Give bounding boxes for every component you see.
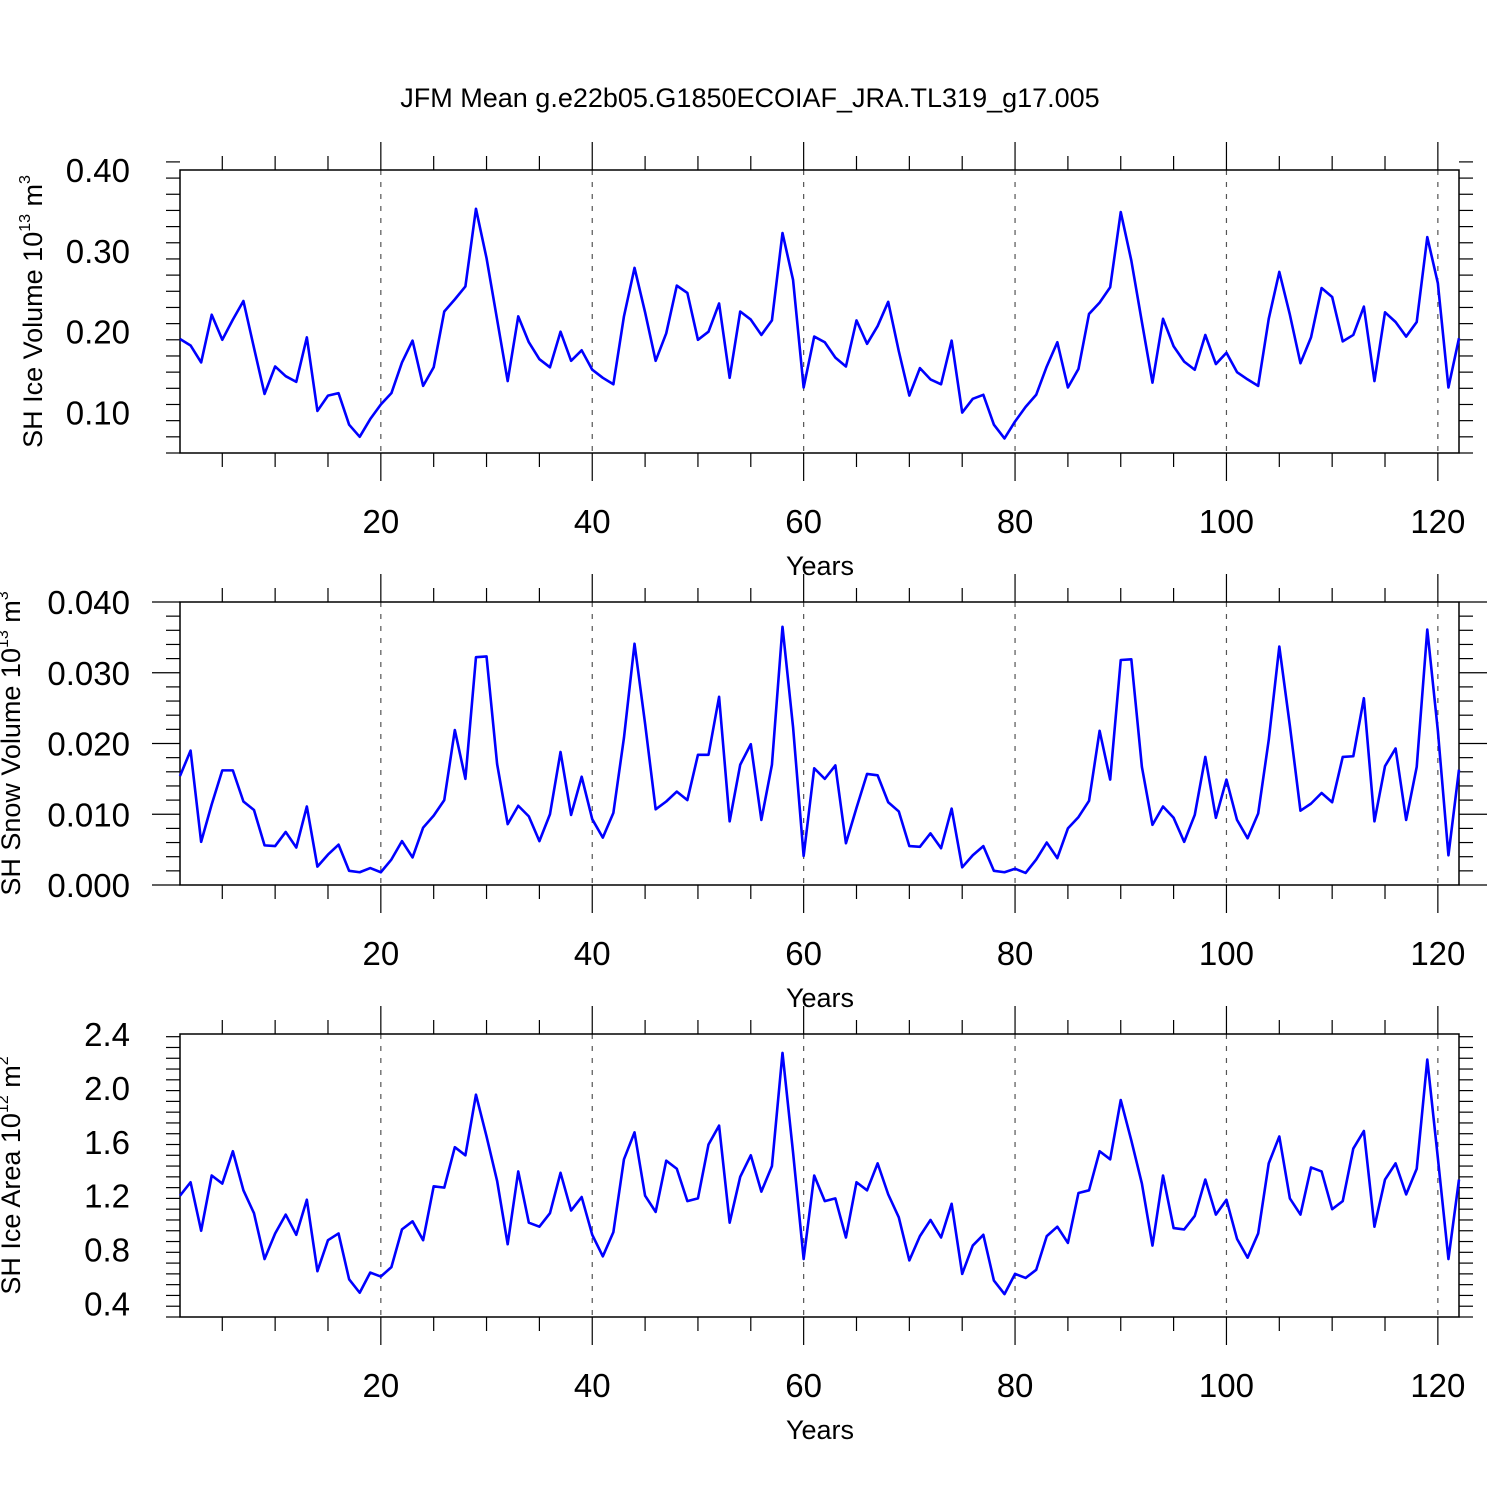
- series-line: [178, 625, 1461, 875]
- x-tick-label: 40: [574, 503, 611, 540]
- x-tick-label: 120: [1410, 503, 1465, 540]
- y-tick-label: 0.20: [66, 314, 130, 351]
- x-tick-label: 80: [997, 935, 1034, 972]
- y-tick-label: 0.040: [47, 584, 130, 621]
- y-tick-label: 0.000: [47, 867, 130, 904]
- panel-snow-volume: 20 40 60 80 100 120 Years 0.000 0.010 0.020 0.030 0…: [0, 574, 1487, 1013]
- x-axis-label: Years: [786, 1415, 854, 1445]
- y-tick-label: 1.2: [84, 1178, 130, 1215]
- x-axis-label: Years: [786, 983, 854, 1013]
- y-axis-label: SH Ice Volume 1013 m3: [17, 175, 48, 448]
- y-tick-label: 0.010: [47, 796, 130, 833]
- y-tick-label: 0.8: [84, 1232, 130, 1269]
- y-tick-label: 2.0: [84, 1070, 130, 1107]
- plot-frame: [179, 1033, 1460, 1318]
- series-line: [178, 1051, 1461, 1296]
- y-tick-label: 0.020: [47, 726, 130, 763]
- figure-title: JFM Mean g.e22b05.G1850ECOIAF_JRA.TL319_…: [400, 83, 1099, 113]
- panel-ice-area: 20 40 60 80 100 120 Years 0.4 0.8 1.2 1.6 2.0 2.4 SH …: [0, 1006, 1473, 1445]
- x-tick-label: 100: [1199, 503, 1254, 540]
- y-tick-label: 2.4: [84, 1016, 130, 1053]
- y-tick-label: 0.030: [47, 655, 130, 692]
- x-axis-label: Years: [786, 551, 854, 581]
- panel-ice-volume: 20 40 60 80 100 120 Years 0.10 0.20 0.30 0.40 SH Ic…: [17, 142, 1473, 581]
- x-tick-label: 40: [574, 1367, 611, 1404]
- x-tick-label: 120: [1410, 1367, 1465, 1404]
- y-tick-label: 0.30: [66, 233, 130, 270]
- y-tick-label: 0.10: [66, 395, 130, 432]
- x-tick-label: 100: [1199, 935, 1254, 972]
- x-tick-label: 60: [785, 503, 822, 540]
- x-tick-label: 20: [362, 503, 399, 540]
- y-tick-label: 0.40: [66, 152, 130, 189]
- x-tick-label: 80: [997, 503, 1034, 540]
- y-axis-label: SH Snow Volume 1013 m3: [0, 591, 26, 895]
- y-tick-label: 1.6: [84, 1124, 130, 1161]
- plot-frame: [179, 169, 1460, 454]
- x-tick-label: 80: [997, 1367, 1034, 1404]
- x-tick-label: 60: [785, 935, 822, 972]
- y-tick-label: 0.4: [84, 1286, 130, 1323]
- x-tick-label: 100: [1199, 1367, 1254, 1404]
- x-tick-label: 120: [1410, 935, 1465, 972]
- x-tick-label: 60: [785, 1367, 822, 1404]
- series-line: [179, 207, 1461, 440]
- x-tick-label: 20: [362, 1367, 399, 1404]
- x-tick-label: 20: [362, 935, 399, 972]
- y-axis-label: SH Ice Area 1012 m2: [0, 1056, 26, 1294]
- x-tick-label: 40: [574, 935, 611, 972]
